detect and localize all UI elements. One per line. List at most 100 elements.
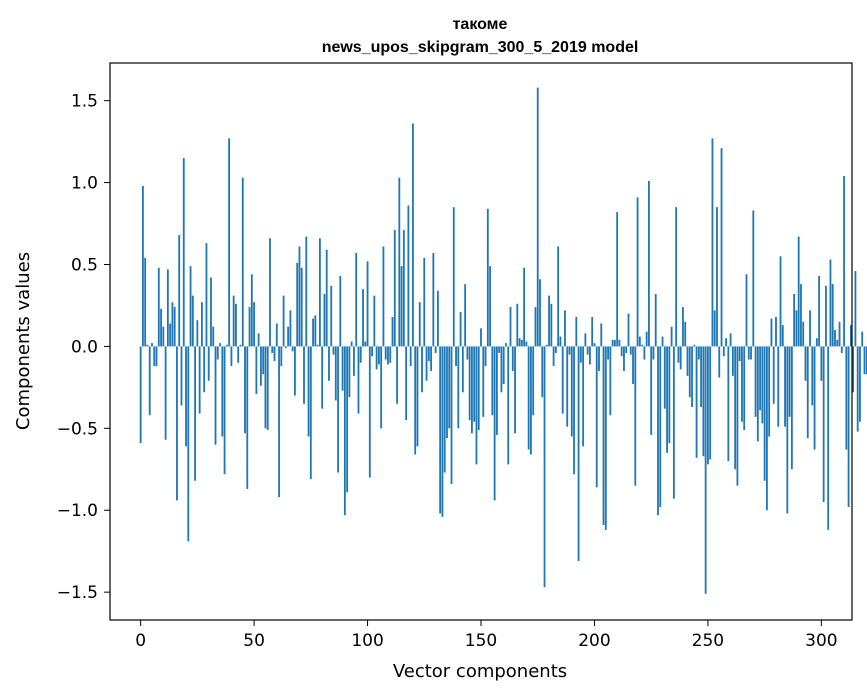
bar: [280, 346, 283, 367]
bar: [393, 230, 396, 347]
bar: [484, 346, 487, 367]
bar: [398, 177, 401, 347]
bar: [754, 346, 757, 417]
bar: [194, 346, 196, 481]
bar: [346, 346, 349, 493]
bar: [282, 295, 285, 347]
bar: [729, 333, 732, 347]
bar: [141, 185, 144, 347]
bar: [663, 346, 666, 409]
bar: [584, 333, 587, 347]
bar: [180, 346, 183, 406]
bar: [366, 261, 369, 347]
bar: [266, 346, 269, 430]
bar: [205, 243, 208, 347]
bar: [598, 346, 600, 371]
bar: [666, 346, 668, 453]
bar: [784, 346, 786, 427]
bar: [477, 346, 480, 430]
bar: [557, 246, 560, 347]
bar: [421, 346, 423, 393]
bar: [822, 346, 825, 503]
bar: [602, 346, 605, 525]
bar: [632, 346, 634, 385]
bar: [707, 346, 709, 465]
bar: [225, 344, 228, 347]
bar: [811, 346, 814, 406]
bar: [838, 321, 841, 347]
bar: [834, 330, 836, 347]
bar: [831, 284, 834, 347]
bar: [806, 346, 809, 439]
bar: [509, 307, 512, 347]
bar: [373, 295, 376, 347]
bar: [852, 346, 855, 393]
bar: [536, 87, 539, 347]
bar: [745, 274, 748, 347]
bar: [700, 346, 703, 408]
bar: [514, 346, 516, 434]
bar: [284, 346, 287, 349]
bar: [375, 346, 378, 370]
bar: [623, 346, 625, 371]
bar: [214, 346, 217, 445]
bar: [480, 328, 482, 347]
bar: [579, 346, 582, 363]
bar: [759, 346, 762, 411]
bar: [818, 275, 821, 347]
bar: [414, 346, 417, 455]
bar: [461, 346, 464, 393]
bar: [475, 346, 478, 465]
bar: [191, 295, 194, 347]
bar: [318, 238, 321, 347]
chart-title-line-2: news_upos_skipgram_300_5_2019 model: [322, 39, 639, 56]
bar: [452, 207, 455, 347]
bar: [716, 207, 718, 347]
bar: [768, 346, 771, 437]
bar: [216, 346, 219, 360]
bar: [609, 346, 612, 416]
bar: [300, 267, 303, 347]
bar: [387, 346, 389, 365]
bar: [568, 346, 571, 355]
bar: [815, 338, 818, 347]
bar: [407, 205, 410, 347]
bar: [552, 346, 555, 367]
bar: [402, 230, 405, 347]
bar: [586, 346, 589, 355]
bar: [139, 346, 142, 444]
bar: [845, 346, 848, 450]
bar: [516, 303, 519, 347]
bar: [654, 293, 657, 347]
bar: [827, 346, 830, 530]
bar: [747, 346, 750, 360]
bar: [482, 346, 485, 417]
x-axis-label: Vector components: [393, 661, 567, 682]
y-tick-label: 1.5: [71, 92, 98, 112]
bar: [650, 346, 653, 435]
bar: [380, 346, 383, 429]
bar: [328, 346, 330, 381]
bar: [804, 346, 807, 381]
bar: [357, 346, 360, 414]
bar: [625, 346, 628, 353]
plot-frame: [109, 62, 853, 621]
y-tick-label: −0.5: [57, 419, 98, 439]
bar: [788, 346, 791, 417]
bar: [489, 266, 491, 347]
bar: [636, 197, 639, 347]
bar: [813, 346, 816, 450]
bar: [416, 346, 419, 447]
bar: [425, 346, 428, 381]
bar: [641, 344, 644, 347]
bar: [466, 346, 469, 360]
bar: [731, 346, 734, 376]
bar: [169, 323, 172, 347]
y-tick-label: 0.0: [71, 337, 98, 357]
bar: [675, 207, 678, 347]
bar: [500, 346, 503, 393]
bar: [525, 341, 528, 347]
bar: [802, 321, 805, 347]
bar: [790, 346, 793, 470]
